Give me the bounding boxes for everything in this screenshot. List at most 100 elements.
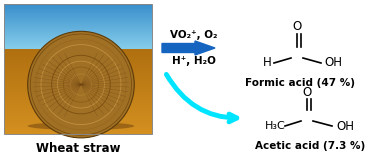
Bar	[4, 11, 152, 12]
Bar	[4, 101, 152, 102]
Bar	[4, 7, 152, 8]
Bar	[4, 115, 152, 116]
Text: O: O	[302, 86, 312, 98]
Bar	[4, 108, 152, 109]
Bar	[4, 103, 152, 104]
Bar	[4, 64, 152, 65]
Bar	[4, 80, 152, 81]
Bar	[4, 132, 152, 133]
Bar	[4, 53, 152, 54]
Bar	[4, 61, 152, 62]
Bar	[4, 28, 152, 29]
Bar	[4, 62, 152, 63]
Bar	[4, 6, 152, 7]
Bar	[4, 25, 152, 26]
Text: H⁺, H₂O: H⁺, H₂O	[172, 56, 215, 66]
Bar	[4, 15, 152, 16]
Bar	[4, 97, 152, 98]
Bar	[4, 19, 152, 20]
Bar	[4, 34, 152, 35]
Bar	[4, 4, 152, 5]
Bar	[4, 91, 152, 92]
Bar	[4, 74, 152, 75]
Bar	[4, 107, 152, 108]
Bar	[4, 129, 152, 130]
Bar	[4, 37, 152, 38]
Bar	[4, 57, 152, 58]
Bar	[4, 126, 152, 127]
Bar	[4, 117, 152, 118]
Bar	[4, 8, 152, 9]
Bar	[4, 33, 152, 34]
Bar	[4, 42, 152, 43]
Bar	[4, 119, 152, 120]
Bar	[4, 96, 152, 97]
Bar	[4, 116, 152, 117]
Bar	[4, 46, 152, 47]
Bar	[4, 43, 152, 44]
Bar	[4, 69, 152, 70]
Bar	[4, 86, 152, 87]
Bar	[4, 4, 152, 134]
Bar	[4, 9, 152, 10]
Bar	[4, 110, 152, 111]
Bar	[4, 23, 152, 24]
Bar	[4, 113, 152, 114]
Bar	[4, 31, 152, 32]
Bar	[4, 68, 152, 69]
Bar	[4, 35, 152, 36]
FancyArrow shape	[162, 41, 215, 55]
Bar	[4, 76, 152, 77]
Bar	[4, 36, 152, 37]
Bar	[4, 29, 152, 30]
Ellipse shape	[28, 122, 134, 130]
Text: Acetic acid (7.3 %): Acetic acid (7.3 %)	[255, 141, 365, 151]
Bar	[4, 109, 152, 110]
Bar	[4, 102, 152, 103]
Bar	[4, 38, 152, 39]
Bar	[4, 32, 152, 33]
Bar	[4, 20, 152, 21]
Bar	[4, 121, 152, 122]
Bar	[4, 112, 152, 113]
Bar	[4, 82, 152, 83]
Bar	[4, 124, 152, 125]
Bar	[4, 77, 152, 78]
Bar	[4, 30, 152, 31]
Bar	[4, 87, 152, 88]
Bar	[4, 59, 152, 60]
Bar	[4, 22, 152, 23]
Bar	[4, 118, 152, 119]
Text: Formic acid (47 %): Formic acid (47 %)	[245, 78, 355, 88]
Bar	[4, 105, 152, 106]
Bar	[4, 98, 152, 99]
Text: H₃C: H₃C	[265, 121, 285, 131]
Bar	[4, 40, 152, 41]
Bar	[4, 17, 152, 18]
Circle shape	[28, 31, 134, 138]
Bar	[4, 73, 152, 74]
Bar	[4, 81, 152, 82]
Bar	[4, 44, 152, 45]
Bar	[4, 127, 152, 128]
Bar	[4, 75, 152, 76]
Bar	[4, 39, 152, 40]
Bar	[4, 52, 152, 53]
Text: OH: OH	[324, 56, 342, 70]
Bar	[4, 60, 152, 61]
FancyArrowPatch shape	[166, 74, 237, 122]
Bar	[4, 92, 152, 93]
Bar	[4, 83, 152, 84]
Bar	[4, 13, 152, 14]
Bar	[4, 56, 152, 57]
Bar	[4, 106, 152, 107]
Bar	[4, 94, 152, 95]
Bar	[4, 88, 152, 89]
Bar	[4, 14, 152, 15]
Bar	[4, 12, 152, 13]
Bar	[4, 26, 152, 27]
Bar	[4, 45, 152, 46]
Bar	[4, 55, 152, 56]
Bar	[4, 24, 152, 25]
Text: VO₂⁺, O₂: VO₂⁺, O₂	[170, 30, 217, 40]
